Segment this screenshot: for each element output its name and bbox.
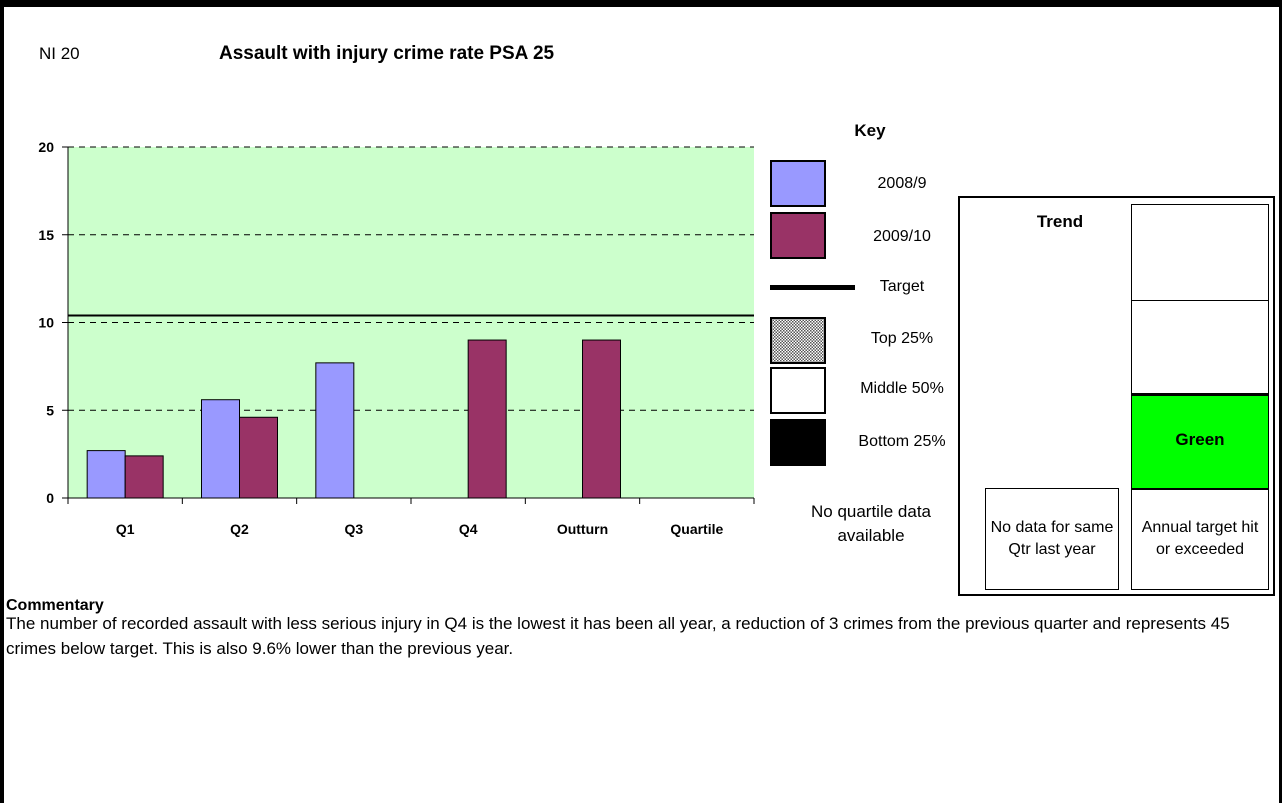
trend-segment-middle — [1131, 300, 1269, 395]
x-tick-label: Q4 — [459, 521, 478, 537]
key-label-middle50: Middle 50% — [860, 380, 944, 397]
bar-2008-9-q2 — [201, 399, 240, 499]
key-swatch-0 — [770, 160, 826, 207]
bar-2009-10-q2 — [239, 416, 278, 499]
y-tick-label: 15 — [38, 227, 54, 243]
trend-status-label: Green — [1175, 430, 1225, 449]
bar-2008-9-q3 — [315, 362, 355, 499]
x-tick-label: Q1 — [116, 521, 135, 537]
key-label-2008-9: 2008/9 — [877, 175, 927, 192]
key-swatch-target — [770, 285, 855, 290]
trend-panel — [958, 196, 1275, 596]
bar-2009-10-outturn — [582, 339, 621, 499]
key-swatch-5 — [770, 419, 826, 466]
trend-segment-top — [1131, 204, 1269, 301]
trend-title: Trend — [1036, 212, 1084, 231]
trend-right-caption: Annual target hit or exceeded — [1131, 488, 1269, 590]
y-tick-label: 0 — [46, 490, 54, 506]
trend-status-fill — [1131, 393, 1269, 490]
indicator-code: NI 20 — [39, 44, 80, 63]
x-tick-label: Outturn — [557, 521, 608, 537]
key-label-bottom25: Bottom 25% — [858, 433, 946, 450]
x-tick-label: Q2 — [230, 521, 249, 537]
x-tick-label: Q3 — [344, 521, 363, 537]
bar-2009-10-q4 — [467, 339, 507, 499]
key-title: Key — [854, 121, 886, 140]
y-tick-label: 20 — [38, 139, 54, 155]
no-quartile-note: No quartile data available — [810, 502, 932, 545]
frame-left-border — [0, 0, 4, 803]
key-swatch-4 — [770, 367, 826, 414]
chart-title: Assault with injury crime rate PSA 25 — [219, 43, 555, 64]
commentary-heading: Commentary — [6, 597, 104, 614]
frame-top-border — [0, 0, 1282, 7]
key-swatch-1 — [770, 212, 826, 259]
commentary-text: The number of recorded assault with less… — [6, 614, 1230, 658]
y-tick-label: 5 — [46, 402, 54, 418]
trend-left-caption: No data for same Qtr last year — [985, 488, 1119, 590]
x-tick-label: Quartile — [670, 521, 723, 537]
bar-2008-9-q1 — [86, 450, 126, 499]
key-label-top25: Top 25% — [870, 330, 934, 347]
frame-right-border — [1279, 0, 1282, 803]
key-label-target: Target — [879, 278, 925, 295]
bar-2009-10-q1 — [124, 455, 164, 499]
y-tick-label: 10 — [38, 315, 54, 331]
key-label-2009-10: 2009/10 — [873, 228, 931, 245]
key-swatch-3 — [770, 317, 826, 364]
